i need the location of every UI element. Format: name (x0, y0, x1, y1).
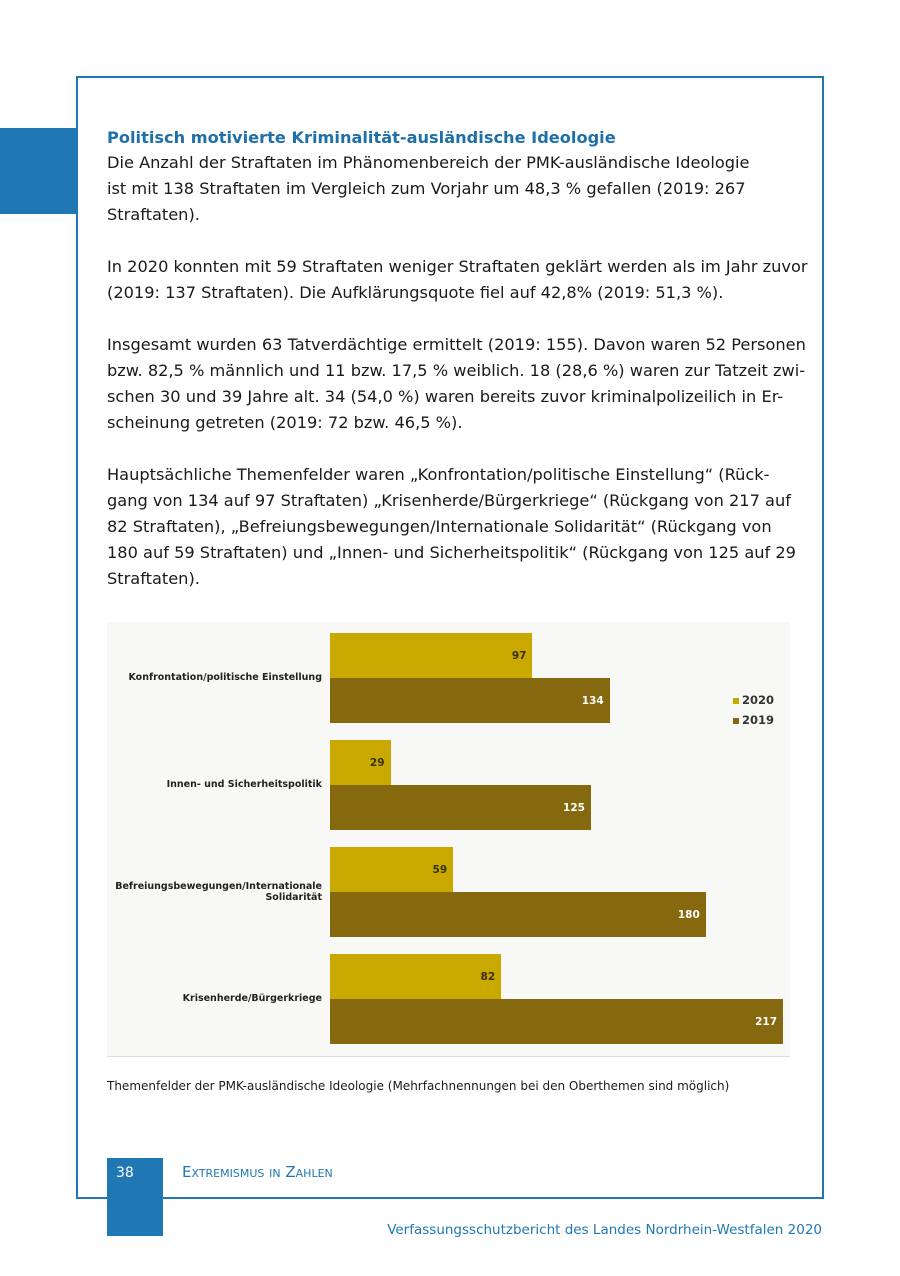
text-line: 82 Straftaten), „Befreiungsbewegungen/In… (107, 517, 772, 536)
page-number: 38 (116, 1165, 134, 1181)
text-line: scheinung getreten (2019: 72 bzw. 46,5 %… (107, 413, 463, 432)
bar (330, 633, 533, 678)
bar (330, 785, 591, 830)
value-label: 97 (511, 650, 527, 662)
heading: Politisch motivierte Kriminalität-auslän… (107, 128, 616, 147)
text-line: ist mit 138 Straftaten im Vergleich zum … (107, 179, 746, 198)
bar (330, 847, 454, 892)
text-line: In 2020 konnten mit 59 Straftaten wenige… (107, 257, 808, 276)
legend-swatch (733, 698, 739, 704)
value-label: 125 (563, 802, 585, 814)
value-label: 180 (677, 909, 700, 921)
legend-label: 2020 (742, 693, 775, 707)
value-label: 29 (369, 757, 385, 769)
legend-swatch (733, 718, 739, 724)
bar (330, 740, 391, 785)
text-line: bzw. 82,5 % männlich und 11 bzw. 17,5 % … (107, 361, 806, 380)
caption: Themenfelder der PMK-ausländische Ideolo… (107, 1079, 730, 1093)
category-label: Befreiungsbewegungen/Internationale Soli… (115, 881, 322, 903)
section-title: Extremismus in Zahlen (182, 1163, 333, 1181)
value-label: 59 (432, 864, 448, 876)
value-label: 82 (480, 971, 496, 983)
value-label: 134 (581, 695, 604, 707)
publication: Verfassungsschutzbericht des Landes Nord… (387, 1222, 822, 1238)
frame (76, 76, 824, 1199)
bar (330, 892, 706, 937)
text-line: Straftaten). (107, 569, 200, 588)
text-line: Die Anzahl der Straftaten im Phänomenber… (107, 153, 750, 172)
text-line: schen 30 und 39 Jahre alt. 34 (54,0 %) w… (107, 387, 784, 406)
text-line: gang von 134 auf 97 Straftaten) „Krisenh… (107, 491, 791, 510)
bar (330, 954, 502, 999)
category-label: Konfrontation/politische Einstellung (128, 672, 322, 683)
value-label: 217 (755, 1016, 777, 1028)
bar (330, 999, 783, 1044)
text-line: Insgesamt wurden 63 Tatverdächtige ermit… (107, 335, 806, 354)
category-label: Krisenherde/Bürgerkriege (182, 993, 322, 1004)
text-line: Hauptsächliche Themenfelder waren „Konfr… (107, 465, 770, 484)
bar (330, 678, 610, 723)
side-tab (0, 128, 76, 214)
text-line: (2019: 137 Straftaten). Die Aufklärungsq… (107, 283, 724, 302)
text-line: Straftaten). (107, 205, 200, 224)
category-label: Innen- und Sicherheitspolitik (166, 779, 322, 790)
text-line: 180 auf 59 Straftaten) und „Innen- und S… (107, 543, 796, 562)
page-box (107, 1158, 163, 1236)
legend-label: 2019 (742, 713, 775, 727)
